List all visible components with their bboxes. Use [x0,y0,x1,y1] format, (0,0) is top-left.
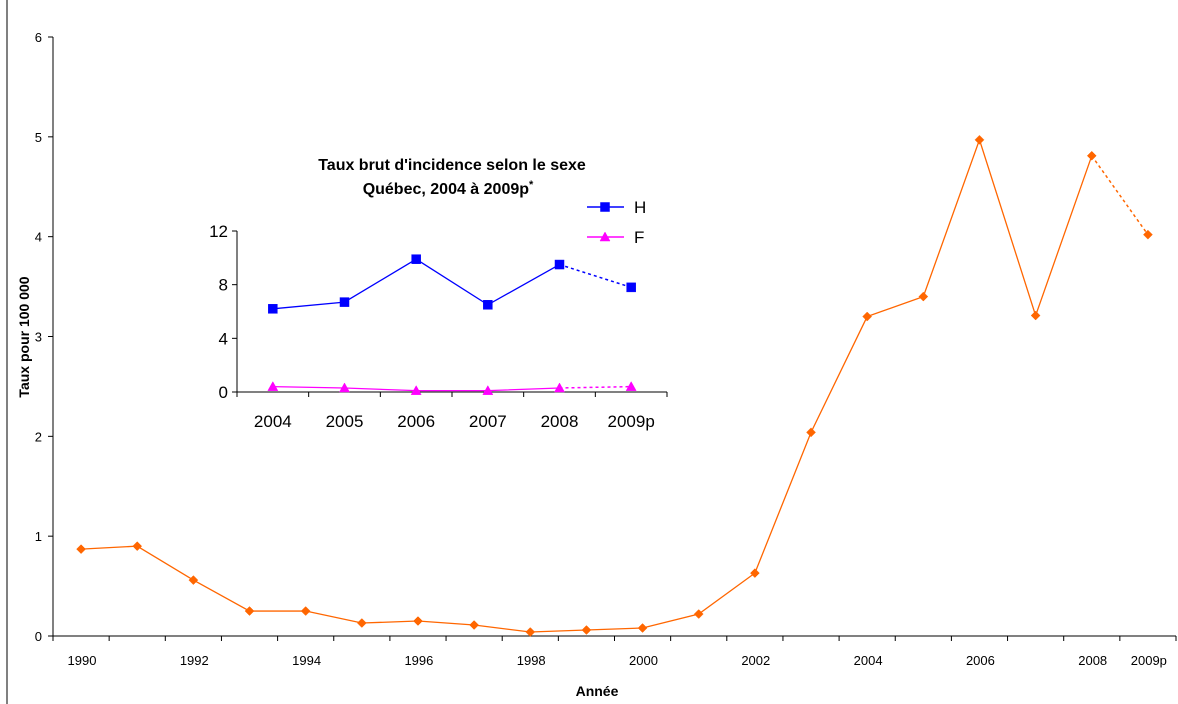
y-tick-label: 6 [35,30,42,45]
series-0-point [806,427,816,438]
series-0-point [1143,229,1153,240]
y-tick-label: 2 [35,429,42,444]
series-1-point [625,381,637,391]
series-0-point [339,297,350,307]
inset-x-tick-label: 2007 [469,412,507,431]
series-0-point [132,541,143,552]
main-series [76,134,1153,637]
main-x-axis-title: Année [576,683,619,699]
series-0-point [918,291,929,302]
series-0-point [693,609,704,619]
inset-x-tick-label: 2005 [326,412,364,431]
inset-subtitle-text: Québec, 2004 à 2009p [363,181,530,198]
series-0-point [483,300,493,310]
series-0-point [525,627,536,637]
inset-y-tick-label: 8 [219,276,228,295]
inset-x-ticks: 2004 2005 2006 2007 2008 2009p [236,392,668,431]
series-1-point [267,381,279,391]
x-tick-label: 2004 [854,653,883,668]
series-0-projected-segment [559,263,632,289]
series-0-point [626,282,636,293]
inset-chart: Taux brut d'incidence selon le sexe Québ… [209,157,668,431]
x-tick-label: 1992 [180,653,209,668]
inset-legend: HF [587,198,646,247]
series-0-point [356,618,367,628]
legend-0-marker [600,202,610,212]
series-0-line [272,258,560,310]
series-0-point [413,616,423,626]
series-0-point [1030,310,1041,321]
inset-y-tick-label: 0 [219,383,228,402]
x-tick-label: 1996 [404,653,433,668]
series-0-point [300,606,311,616]
inset-x-tick-label: 2006 [397,412,435,431]
y-tick-label: 3 [35,330,42,345]
inset-x-tick-label: 2009p [608,412,655,431]
legend-1-marker [599,231,611,242]
inset-x-tick-label: 2008 [541,412,579,431]
series-0-point [750,568,760,578]
inset-subtitle: Québec, 2004 à 2009p* [363,179,534,198]
x-tick-label: 1994 [292,653,321,668]
x-tick-label: 2006 [966,653,995,668]
series-0-point [974,134,985,145]
series-1-point [482,385,494,395]
series-1-point [410,385,422,395]
series-0-point [411,254,421,264]
series-0-point [188,575,199,585]
x-tick-label: 2008 [1078,653,1107,668]
series-1-projected-segment [559,385,632,389]
y-tick-label: 0 [35,629,42,644]
x-tick-label: 2009p [1131,653,1167,668]
series-0-point [581,625,592,635]
y-tick-label: 1 [35,529,42,544]
series-0-point [268,304,278,314]
series-0-point [1086,150,1097,161]
main-x-ticks: 1990 1992 1994 1996 1998 2000 2002 2004 2006 2008… [52,636,1177,668]
legend-1-label: F [634,228,644,247]
series-0-point [469,620,479,630]
main-y-ticks: 0 1 2 3 4 5 6 [35,30,53,644]
inset-subtitle-superscript: * [529,179,534,191]
series-0-projected-segment [1091,155,1149,236]
series-0-point [862,311,873,322]
inset-y-ticks: 0 4 8 12 [209,222,237,402]
inset-x-tick-label: 2004 [254,412,292,431]
legend-0-label: H [634,198,646,217]
inset-y-tick-label: 4 [219,329,228,348]
x-tick-label: 2000 [629,653,658,668]
x-tick-label: 2002 [741,653,770,668]
series-0-point [637,623,648,633]
series-0-point [244,606,255,616]
series-1-point [339,382,350,393]
x-tick-label: 1990 [68,653,97,668]
main-y-axis-title: Taux pour 100 000 [16,276,32,397]
inset-series [267,254,637,395]
x-tick-label: 1998 [517,653,546,668]
series-0-point [76,544,86,554]
y-tick-label: 4 [35,230,42,245]
inset-title: Taux brut d'incidence selon le sexe [318,157,586,174]
y-tick-label: 5 [35,130,42,145]
series-0-line [81,137,1093,633]
inset-y-tick-label: 12 [209,222,228,241]
series-0-point [554,259,565,270]
series-1-point [554,382,565,393]
